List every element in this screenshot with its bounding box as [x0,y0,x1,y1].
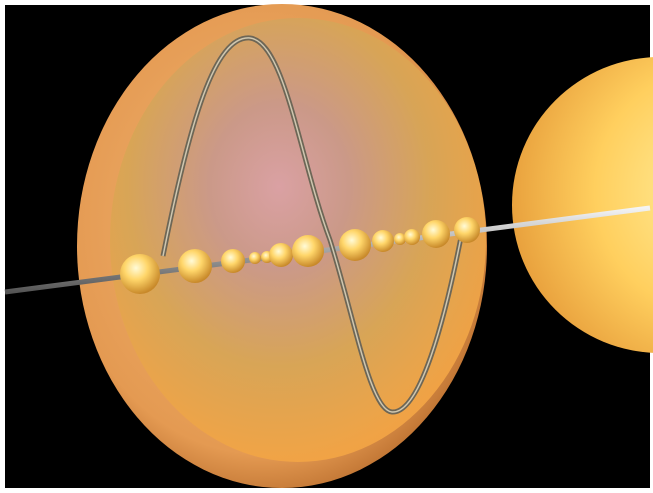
bead [120,254,160,294]
axis-rod [4,205,651,295]
bead [404,229,420,245]
bead [249,252,261,264]
bead [454,217,480,243]
bead [221,249,245,273]
bead [292,235,324,267]
bead [394,233,406,245]
bead [269,243,293,267]
bead [178,249,212,283]
bead [339,229,371,261]
bead [422,220,450,248]
wave-highlight [162,37,463,413]
beads [120,217,480,294]
right-sphere [512,57,653,353]
bead [372,230,394,252]
